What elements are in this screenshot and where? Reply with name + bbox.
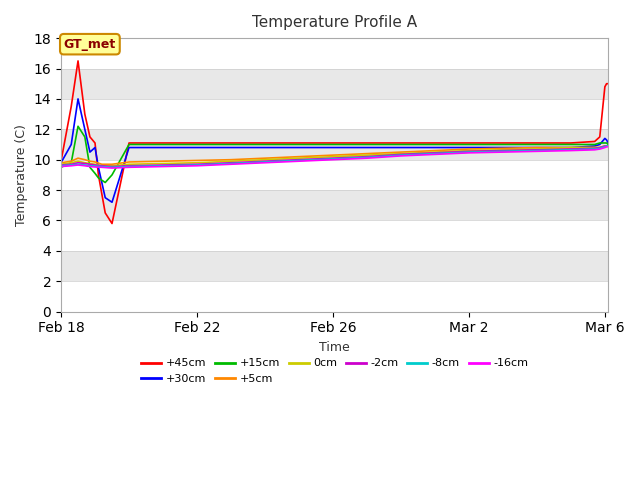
Text: GT_met: GT_met	[64, 38, 116, 51]
Bar	[61, 220, 608, 251]
Bar	[61, 69, 608, 99]
X-axis label: Time: Time	[319, 341, 350, 354]
Legend: +45cm, +30cm, +15cm, +5cm, 0cm, -2cm, -8cm, -16cm: +45cm, +30cm, +15cm, +5cm, 0cm, -2cm, -8…	[136, 354, 532, 388]
Bar	[61, 99, 608, 129]
Title: Temperature Profile A: Temperature Profile A	[252, 15, 417, 30]
Bar	[61, 190, 608, 220]
Bar	[61, 129, 608, 160]
Bar	[61, 38, 608, 69]
Y-axis label: Temperature (C): Temperature (C)	[15, 124, 28, 226]
Bar	[61, 251, 608, 281]
Bar	[61, 160, 608, 190]
Bar	[61, 281, 608, 312]
